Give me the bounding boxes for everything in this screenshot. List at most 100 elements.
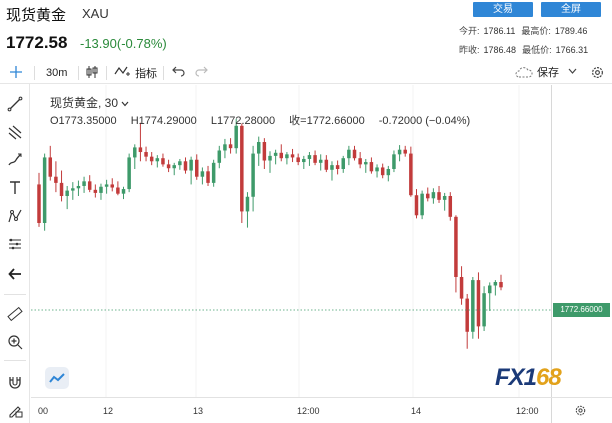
candle-body	[482, 293, 486, 327]
candle-body	[273, 152, 278, 156]
brush-icon[interactable]	[5, 150, 25, 170]
chevron-down-icon[interactable]	[568, 65, 577, 82]
candle-body	[195, 159, 199, 177]
candle-body	[211, 162, 216, 183]
fullscreen-button[interactable]: 全屏	[541, 2, 601, 17]
candle	[318, 154, 323, 171]
candle	[431, 188, 436, 204]
x-axis-label: 12	[103, 406, 114, 416]
candlestick-type-icon[interactable]	[86, 65, 98, 84]
candle-body	[341, 158, 345, 169]
candle-body	[82, 181, 86, 186]
candle-body	[454, 216, 458, 277]
candle	[420, 190, 424, 220]
candle-body	[437, 192, 441, 200]
lock-draw-icon[interactable]	[5, 400, 25, 420]
indicators-button[interactable]: 指标	[114, 65, 157, 82]
candle-body	[93, 189, 98, 193]
candle-body	[99, 186, 103, 193]
price-change: -13.90(-0.78%)	[80, 36, 167, 51]
candle-body	[369, 162, 374, 172]
candle	[476, 272, 481, 339]
candle	[313, 150, 317, 166]
tradingview-logo-icon[interactable]	[45, 367, 69, 389]
interval-selector[interactable]: 30m	[46, 67, 68, 79]
candle-body	[149, 156, 154, 162]
undo-icon[interactable]	[172, 65, 186, 82]
candle-body	[375, 167, 379, 172]
candle	[110, 178, 114, 192]
measure-icon[interactable]	[5, 234, 25, 254]
candle-body	[37, 184, 41, 223]
candle-body	[228, 144, 233, 149]
trend-line-icon[interactable]	[5, 94, 25, 114]
zoom-in-icon[interactable]	[5, 332, 25, 352]
candle	[59, 170, 64, 202]
candle-body	[251, 153, 255, 197]
fx168-watermark: FX168	[495, 364, 562, 392]
candle	[256, 136, 261, 166]
candle-body	[234, 125, 238, 149]
candle	[42, 153, 47, 231]
x-axis-label: 13	[193, 406, 204, 416]
pitchfork-icon[interactable]	[5, 122, 25, 142]
candle	[364, 158, 368, 173]
candle-body	[240, 125, 244, 212]
crosshair-icon[interactable]	[9, 65, 23, 84]
candle	[223, 138, 227, 159]
candle	[493, 280, 498, 296]
ruler-icon[interactable]	[5, 304, 25, 324]
candle	[166, 159, 171, 173]
candle-body	[324, 159, 329, 170]
back-arrow-icon[interactable]	[5, 264, 25, 284]
candle	[93, 184, 98, 198]
candle	[403, 145, 407, 157]
save-button[interactable]: 保存	[537, 67, 559, 79]
candle	[87, 175, 92, 193]
axis-settings-gear-icon[interactable]	[574, 404, 587, 422]
candle-body	[397, 149, 402, 155]
candle-body	[386, 169, 391, 176]
candle-body	[442, 196, 447, 200]
candle-body	[133, 147, 137, 158]
candle-body	[104, 184, 109, 187]
legend-chevron-icon[interactable]	[121, 101, 129, 107]
magnet-icon[interactable]	[5, 372, 25, 392]
candle	[178, 158, 182, 170]
candle	[302, 155, 306, 169]
candle-body	[42, 157, 47, 223]
candle	[352, 145, 357, 161]
candle	[200, 167, 205, 185]
price-chart[interactable]: 现货黄金, 30 O1773.35000 H1774.29000 L1772.2…	[31, 85, 612, 423]
text-icon[interactable]	[5, 178, 25, 198]
candle-body	[245, 196, 250, 212]
settings-gear-icon[interactable]	[590, 65, 605, 85]
candle-body	[178, 161, 182, 166]
candlestick-chart[interactable]	[31, 85, 612, 423]
candle	[161, 153, 165, 167]
quote-header: 现货黄金 XAU 1772.58 -13.90(-0.78%) 交易 全屏 今开…	[0, 0, 612, 62]
candle	[133, 144, 137, 169]
candle-body	[352, 149, 357, 159]
cloud-save-icon[interactable]	[514, 65, 534, 84]
candle	[149, 152, 154, 166]
candle	[65, 185, 69, 210]
candle-body	[121, 189, 126, 194]
x-axis-label: 14	[411, 406, 422, 416]
last-price: 1772.58	[6, 33, 68, 52]
candle	[482, 286, 486, 331]
chart-legend-title[interactable]: 现货黄金, 30	[50, 94, 129, 111]
candle	[71, 182, 75, 200]
pattern-icon[interactable]	[5, 206, 25, 226]
indicators-icon	[114, 66, 130, 76]
candle-body	[183, 161, 188, 171]
trade-button[interactable]: 交易	[473, 2, 533, 17]
candle	[99, 183, 103, 200]
candle	[285, 152, 289, 165]
x-axis-label: 00	[38, 406, 49, 416]
candle-body	[330, 165, 334, 170]
toolbar-divider	[34, 66, 35, 80]
candle	[240, 123, 244, 223]
redo-icon[interactable]	[194, 65, 208, 82]
ohlc-close: 收=1772.66000	[289, 115, 365, 127]
